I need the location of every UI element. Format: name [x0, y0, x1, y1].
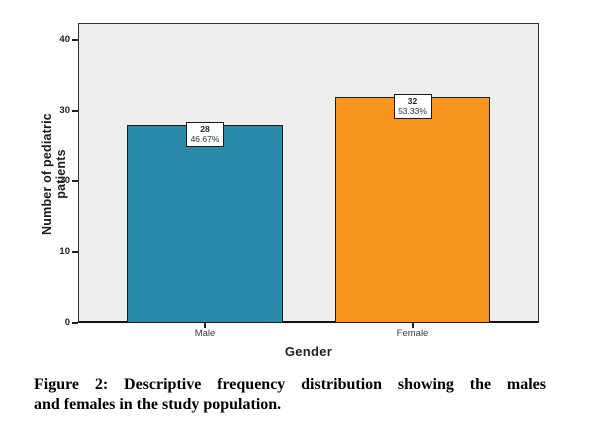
figure-caption-line1: Figure 2: Descriptive frequency distribu…: [34, 376, 546, 393]
bar-value-box-female: 32 53.33%: [393, 93, 432, 119]
y-tick-mark: [72, 251, 78, 254]
x-tick-mark: [411, 323, 414, 328]
bar-male: [127, 124, 283, 323]
y-tick-label: 10: [59, 246, 70, 258]
bar-percent-label: 53.33%: [398, 105, 427, 116]
y-tick-label: 40: [59, 33, 70, 45]
bar-percent-label: 46.67%: [190, 133, 220, 144]
bar-value-label: 32: [407, 95, 418, 106]
bar-value-box-male: 28 46.67%: [186, 121, 224, 147]
x-tick-label-male: Male: [194, 328, 216, 339]
y-tick-mark: [72, 38, 78, 41]
y-tick-mark: [72, 109, 78, 112]
figure-caption: Figure 2: Descriptive frequency distribu…: [34, 375, 546, 415]
y-tick-label: 30: [59, 104, 70, 116]
y-tick-label: 0: [64, 317, 70, 328]
bar-female: [335, 96, 490, 323]
x-tick-mark: [204, 323, 206, 328]
y-tick-mark: [72, 180, 78, 183]
figure-caption-line2: and females in the study population.: [34, 396, 282, 413]
y-tick-mark: [72, 322, 78, 324]
x-axis-title: Gender: [284, 344, 333, 359]
x-tick-label-female: Female: [396, 328, 429, 339]
bar-value-label: 28: [200, 123, 210, 134]
y-tick-label: 20: [59, 175, 70, 187]
